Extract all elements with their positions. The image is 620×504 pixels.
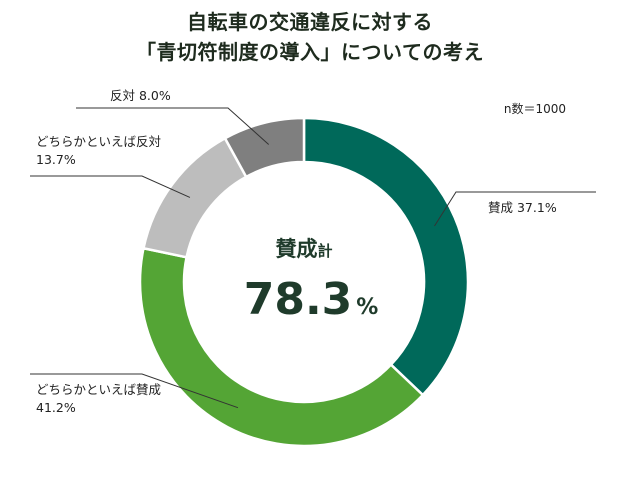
slice-name-2: どちらかといえば反対 <box>36 134 161 149</box>
center-label-suffix: 計 <box>317 242 332 260</box>
leader-line-3 <box>76 107 270 145</box>
slice-1 <box>138 246 425 448</box>
slice-label-3: 反対 8.0% <box>110 88 171 103</box>
slice-name-3: 反対 <box>110 88 139 103</box>
leader-line-2 <box>30 175 191 198</box>
center-value: 78.3 <box>244 274 353 325</box>
center-unit: % <box>356 295 378 320</box>
leader-line-0 <box>434 191 596 227</box>
center-label-main: 賛成 <box>275 237 317 261</box>
chart-title-line2: 「青切符制度の導入」についての考え <box>136 40 484 64</box>
slice-name-0: 賛成 <box>488 200 517 215</box>
slice-value-3: 8.0% <box>139 88 171 103</box>
slice-label-0: 賛成 37.1% <box>488 200 557 215</box>
slice-name-1: どちらかといえば賛成 <box>36 382 161 397</box>
slice-value-0: 37.1% <box>517 200 557 215</box>
chart-title-line1: 自転車の交通違反に対する <box>187 10 433 34</box>
slice-value-2: 13.7% <box>36 152 76 167</box>
slice-2 <box>142 136 248 259</box>
slice-3 <box>223 116 306 179</box>
leader-line-1 <box>30 373 239 409</box>
sample-size-note: n数＝1000 <box>503 102 566 116</box>
slice-value-1: 41.2% <box>36 400 76 415</box>
slice-0 <box>302 116 470 397</box>
center-label: 賛成計 <box>275 237 332 261</box>
